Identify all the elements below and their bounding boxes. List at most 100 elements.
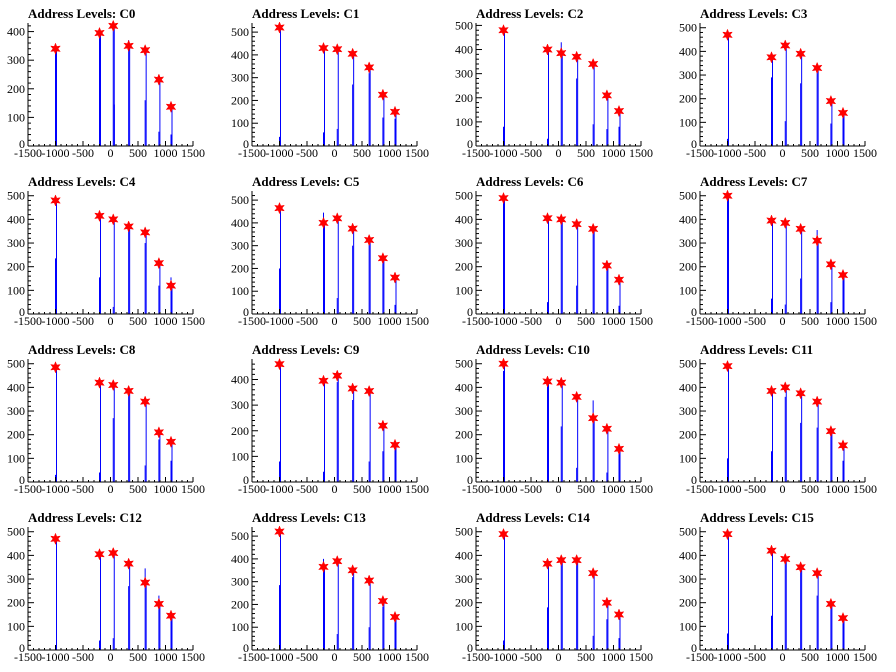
- x-tick-label: 1500: [405, 146, 429, 160]
- x-tick-label: 1000: [154, 650, 178, 664]
- peak-marker: [331, 554, 343, 568]
- x-tick-label: -500: [520, 146, 542, 160]
- y-tick-label: 100: [231, 284, 249, 298]
- peak-marker: [153, 73, 165, 86]
- peak-marker: [363, 574, 375, 587]
- peak-marker: [94, 209, 105, 223]
- x-tick-label: 1000: [154, 314, 178, 328]
- peak-marker: [94, 376, 105, 389]
- y-tick-label: 100: [679, 115, 697, 129]
- peak-marker: [165, 279, 177, 292]
- y-tick-label: 300: [231, 239, 249, 253]
- x-tick-label: -500: [296, 482, 318, 496]
- x-tick-label: 1500: [853, 146, 877, 160]
- chart-panel: Address Levels: C5 100 200 300 400 500 0 -1500-…: [224, 168, 448, 336]
- peak-marker: [389, 438, 401, 452]
- peak-marker: [363, 61, 375, 74]
- x-tick-label: -500: [296, 314, 318, 328]
- y-tick-label: 200: [231, 261, 249, 275]
- y-tick-label: 400: [231, 216, 249, 230]
- y-tick-label: 500: [679, 525, 697, 539]
- y-tick-label: 400: [679, 548, 697, 562]
- x-tick-label: -1000: [266, 482, 294, 496]
- peak-marker: [555, 553, 567, 567]
- peak-marker: [613, 608, 625, 621]
- x-tick-label: 1000: [602, 650, 626, 664]
- peak-marker: [571, 217, 582, 231]
- y-tick-label: 200: [231, 424, 249, 438]
- peak-marker: [542, 557, 553, 570]
- x-tick-label: -1000: [490, 482, 518, 496]
- x-tick-label: -500: [520, 482, 542, 496]
- y-tick-label: 300: [455, 67, 473, 81]
- peak-marker: [318, 374, 329, 387]
- y-tick-label: 400: [7, 25, 25, 39]
- chart-panel: Address Levels: C10 100 200 300 400 500 0 -1500…: [448, 336, 672, 504]
- peak-marker: [825, 94, 837, 108]
- peak-marker: [779, 216, 791, 230]
- x-tick-label: 1500: [405, 314, 429, 328]
- chart-title: Address Levels: C10: [476, 342, 590, 357]
- peak-marker: [722, 527, 733, 541]
- x-tick-label: -500: [744, 146, 766, 160]
- x-tick-label: -500: [744, 314, 766, 328]
- peak-marker: [571, 50, 582, 63]
- y-tick-label: 300: [7, 236, 25, 250]
- y-zero-label: 0: [243, 473, 249, 487]
- y-tick-label: 500: [455, 189, 473, 203]
- x-tick-label: -1000: [490, 314, 518, 328]
- peak-marker: [153, 426, 165, 439]
- peak-marker: [123, 220, 134, 233]
- peak-marker: [377, 594, 389, 608]
- chart-title: Address Levels: C3: [700, 6, 808, 21]
- y-tick-label: 200: [679, 92, 697, 106]
- peak-marker: [601, 596, 613, 609]
- y-tick-label: 100: [231, 620, 249, 634]
- x-tick-label: 500: [577, 650, 595, 664]
- peak-marker: [377, 252, 389, 265]
- x-tick-label: -1000: [42, 314, 70, 328]
- x-tick-label: 0: [780, 650, 786, 664]
- peak-marker: [50, 532, 61, 546]
- peak-marker: [587, 411, 599, 425]
- x-tick-label: 1000: [154, 482, 178, 496]
- x-tick-label: 0: [556, 650, 562, 664]
- peak-marker: [811, 395, 823, 408]
- peak-marker: [795, 47, 806, 60]
- y-tick-label: 500: [679, 357, 697, 371]
- peak-marker: [811, 61, 823, 75]
- y-tick-label: 100: [455, 619, 473, 633]
- peak-marker: [331, 43, 343, 56]
- x-tick-label: -1500: [14, 314, 42, 328]
- x-tick-label: -500: [744, 650, 766, 664]
- y-tick-label: 400: [231, 552, 249, 566]
- peak-marker: [139, 226, 151, 239]
- y-zero-label: 0: [691, 473, 697, 487]
- x-tick-label: 0: [556, 314, 562, 328]
- chart-title: Address Levels: C12: [28, 510, 142, 525]
- peak-marker: [123, 384, 134, 398]
- chart-title: Address Levels: C9: [252, 342, 360, 357]
- x-tick-label: 1000: [154, 146, 178, 160]
- x-tick-label: 1500: [405, 650, 429, 664]
- peak-marker: [377, 88, 389, 101]
- y-tick-label: 400: [455, 548, 473, 562]
- x-tick-label: -1000: [42, 650, 70, 664]
- peak-marker: [766, 51, 777, 64]
- x-tick-label: 500: [353, 482, 371, 496]
- peak-marker: [571, 390, 582, 404]
- x-tick-label: -1500: [14, 482, 42, 496]
- peak-marker: [613, 442, 625, 456]
- peak-marker: [50, 194, 61, 207]
- y-zero-label: 0: [691, 137, 697, 151]
- peak-marker: [837, 268, 849, 282]
- x-tick-label: 1000: [378, 650, 402, 664]
- peak-marker: [165, 609, 177, 622]
- y-zero-label: 0: [467, 641, 473, 655]
- x-tick-label: -1500: [238, 146, 266, 160]
- x-tick-label: -1500: [238, 650, 266, 664]
- x-tick-label: 0: [108, 314, 114, 328]
